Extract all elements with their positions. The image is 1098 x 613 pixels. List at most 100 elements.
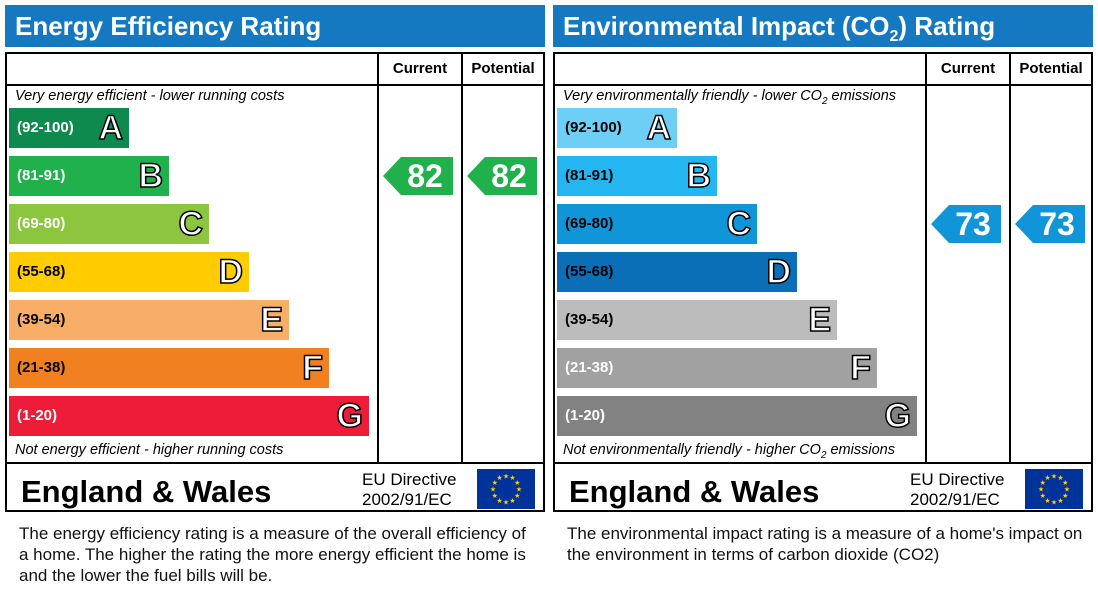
svg-text:★: ★ <box>1040 492 1046 500</box>
band-letter: F <box>849 348 871 388</box>
svg-text:★: ★ <box>509 497 515 505</box>
band-range-label: (55-68) <box>17 263 66 280</box>
svg-text:★: ★ <box>509 474 515 482</box>
svg-text:★: ★ <box>503 499 509 507</box>
band-range-label: (1-20) <box>565 407 606 424</box>
energy-efficiency-panel: Energy Efficiency Rating Current Potenti… <box>5 0 545 613</box>
energy-title: Energy Efficiency Rating <box>5 5 545 47</box>
rating-arrow-shape <box>1015 205 1085 243</box>
energy-current-rating: 82 <box>383 157 453 195</box>
current-column-header: Current <box>940 60 996 77</box>
eu-flag-icon: ★★★★★★★★★ ★ ★★ <box>477 469 535 509</box>
footer-divider <box>7 462 543 464</box>
rating-value: 82 <box>407 158 443 194</box>
svg-text:★: ★ <box>514 492 520 500</box>
svg-text:★: ★ <box>1062 492 1068 500</box>
bottom-caption-sub: 2 <box>820 449 827 461</box>
svg-text:★: ★ <box>1051 499 1057 507</box>
top-caption: Very energy efficient - lower running co… <box>15 88 285 104</box>
env-chart-frame: Current Potential Very environmentally f… <box>553 52 1093 512</box>
energy-band-a: (92-100) A <box>9 108 129 148</box>
rating-value: 73 <box>955 206 991 242</box>
band-range-label: (69-80) <box>565 215 614 232</box>
svg-text:★: ★ <box>1044 474 1050 482</box>
rating-arrow-shape <box>383 157 453 195</box>
svg-text:★: ★ <box>516 486 522 494</box>
svg-text:★: ★ <box>490 486 496 494</box>
env-band-f: (21-38) F <box>557 348 877 388</box>
top-caption: Very environmentally friendly - lower CO… <box>563 88 896 107</box>
energy-band-f: (21-38) F <box>9 348 329 388</box>
env-potential-rating: 73 <box>1015 205 1085 243</box>
bottom-caption: Not energy efficient - higher running co… <box>15 442 284 458</box>
current-column-header: Current <box>392 60 448 77</box>
bottom-caption-main: Not environmentally friendly - higher CO <box>563 442 821 458</box>
band-range-label: (21-38) <box>565 359 614 376</box>
energy-band-b: (81-91) B <box>9 156 169 196</box>
svg-text:★: ★ <box>1044 497 1050 505</box>
directive-line-1: EU Directive <box>910 470 1005 489</box>
eu-directive: EU Directive 2002/91/EC <box>910 470 1004 510</box>
current-column-divider <box>377 54 379 462</box>
svg-text:★: ★ <box>1040 479 1046 487</box>
energy-description: The energy efficiency rating is a measur… <box>19 524 526 585</box>
directive-line-1: EU Directive <box>362 470 457 489</box>
env-title-end: ) Rating <box>898 11 996 41</box>
band-range-label: (39-54) <box>565 311 614 328</box>
bottom-caption-end: emissions <box>826 442 895 458</box>
band-range-label: (92-100) <box>17 119 74 136</box>
rating-arrow-shape <box>931 205 1001 243</box>
band-letter: A <box>646 108 672 148</box>
svg-text:★: ★ <box>1038 486 1044 494</box>
svg-text:★: ★ <box>514 479 520 487</box>
energy-title-text: Energy Efficiency Rating <box>15 11 322 41</box>
env-band-g: (1-20) G <box>557 396 917 436</box>
env-title-sub: 2 <box>889 28 899 46</box>
potential-column-header: Potential <box>471 60 535 77</box>
directive-line-2: 2002/91/EC <box>362 490 452 509</box>
top-caption-main: Very environmentally friendly - lower CO <box>563 88 822 104</box>
eu-directive: EU Directive 2002/91/EC <box>362 470 456 510</box>
band-letter: C <box>726 204 752 244</box>
band-letter: D <box>218 252 244 292</box>
country-label: England & Wales <box>21 474 272 509</box>
potential-column-header: Potential <box>1019 60 1083 77</box>
energy-chart-frame: Current Potential Very energy efficient … <box>5 52 545 512</box>
rating-arrow-shape <box>467 157 537 195</box>
env-current-rating: 73 <box>931 205 1001 243</box>
band-letter: B <box>686 156 712 196</box>
band-letter: E <box>260 300 284 340</box>
band-range-label: (39-54) <box>17 311 66 328</box>
env-description: The environmental impact rating is a mea… <box>567 524 1083 564</box>
svg-text:★: ★ <box>1057 474 1063 482</box>
band-range-label: (81-91) <box>565 167 614 184</box>
band-letter: C <box>178 204 204 244</box>
env-title-main: Environmental Impact (CO <box>563 11 890 41</box>
band-range-label: (21-38) <box>17 359 66 376</box>
environmental-impact-panel: Environmental Impact (CO2) Rating Curren… <box>553 0 1093 613</box>
bottom-caption: Not environmentally friendly - higher CO… <box>563 442 895 461</box>
directive-line-2: 2002/91/EC <box>910 490 1000 509</box>
potential-column-divider <box>1009 54 1011 462</box>
energy-band-d: (55-68) D <box>9 252 249 292</box>
energy-band-g: (1-20) G <box>9 396 369 436</box>
current-column-divider <box>925 54 927 462</box>
svg-text:★: ★ <box>1062 479 1068 487</box>
band-letter: E <box>808 300 832 340</box>
band-range-label: (55-68) <box>565 263 614 280</box>
band-letter: F <box>301 348 323 388</box>
svg-text:★: ★ <box>1051 473 1057 481</box>
header-divider <box>7 84 543 86</box>
svg-text:★: ★ <box>492 479 498 487</box>
env-band-d: (55-68) D <box>557 252 797 292</box>
env-band-a: (92-100) A <box>557 108 677 148</box>
energy-band-c: (69-80) C <box>9 204 209 244</box>
eu-flag-icon: ★★★★★★★★★ ★ ★★ <box>1025 469 1083 509</box>
svg-text:★: ★ <box>1057 497 1063 505</box>
band-range-label: (69-80) <box>17 215 66 232</box>
svg-text:★: ★ <box>496 474 502 482</box>
header-divider <box>555 84 1091 86</box>
top-caption-sub: 2 <box>821 95 828 107</box>
band-letter: A <box>98 108 124 148</box>
country-label: England & Wales <box>569 474 820 509</box>
